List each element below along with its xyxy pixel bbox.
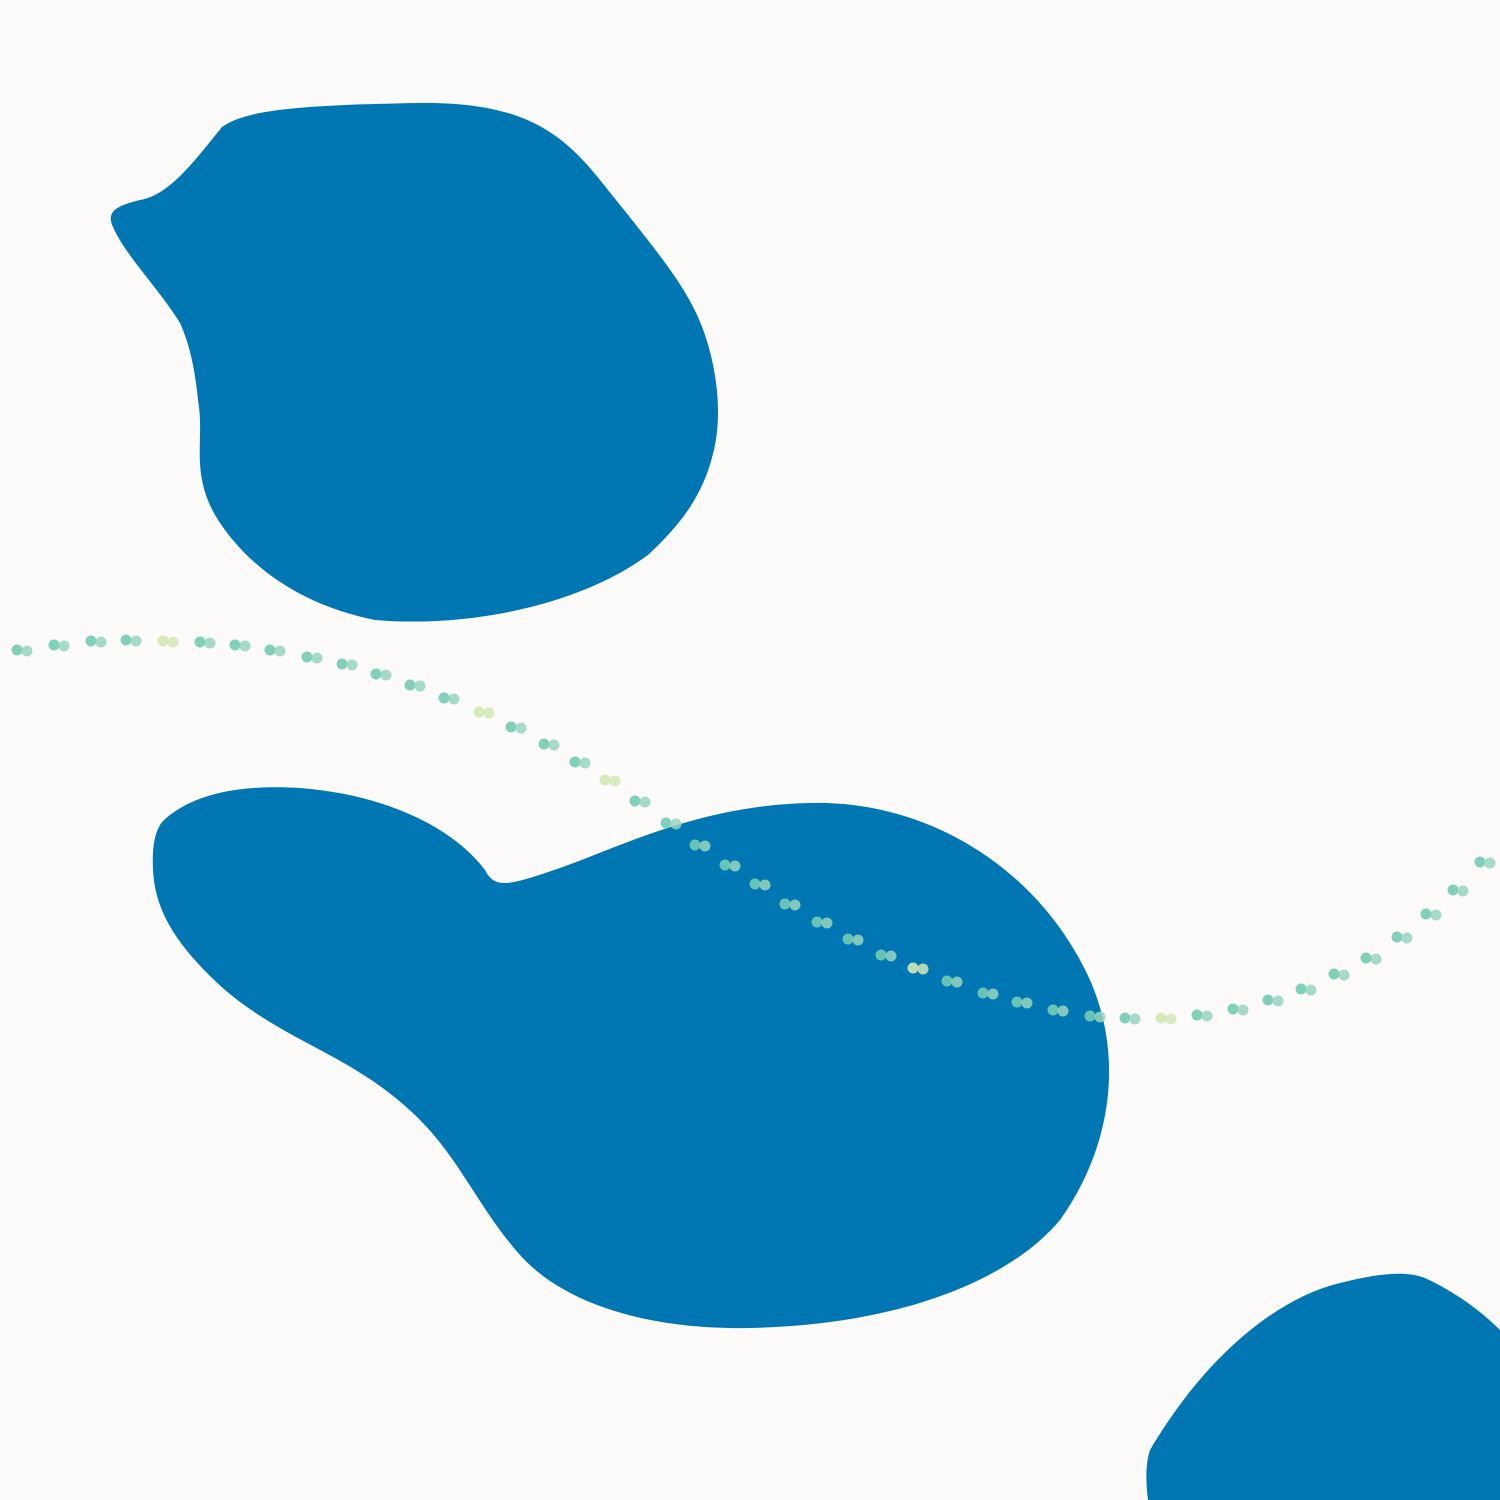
wave-dot: [130, 635, 142, 647]
wave-dot: [370, 668, 382, 680]
wave-dot: [274, 645, 286, 657]
wave-dot: [380, 669, 392, 681]
wave-dot: [1420, 908, 1432, 920]
wave-dot: [311, 652, 323, 664]
wave-dot: [977, 987, 989, 999]
wave-dot: [414, 680, 426, 692]
blob-bottom-right: [1146, 1273, 1500, 1500]
wave-dot: [699, 840, 711, 852]
dotted-wave: [11, 634, 1496, 1025]
wave-dot: [1191, 1009, 1203, 1021]
wave-dot: [1201, 1010, 1213, 1022]
wave-dot: [1237, 1004, 1249, 1016]
wave-dot: [1430, 909, 1442, 921]
wave-dot: [448, 693, 460, 705]
wave-dot: [875, 949, 887, 961]
wave-dot: [779, 898, 791, 910]
wave-dot: [1084, 1010, 1096, 1022]
wave-dot: [538, 738, 550, 750]
wave-dot: [336, 658, 348, 670]
wave-dot: [1129, 1013, 1141, 1025]
wave-dot: [157, 635, 169, 647]
wave-dot: [987, 988, 999, 1000]
wave-dot: [670, 818, 682, 830]
wave-dot: [749, 878, 761, 890]
wave-dot: [599, 774, 611, 786]
wave-dot: [264, 644, 276, 656]
wave-dot: [48, 639, 60, 651]
wave-dot: [1262, 994, 1274, 1006]
blob-center: [152, 787, 1110, 1329]
wave-dot: [1370, 953, 1382, 965]
wave-dot: [1391, 931, 1403, 943]
wave-dot: [852, 934, 864, 946]
wave-dot: [1484, 857, 1496, 869]
wave-dot: [301, 651, 313, 663]
wave-dot: [629, 795, 641, 807]
wave-dot: [917, 963, 929, 975]
wave-dot: [95, 636, 107, 648]
wave-dot: [204, 637, 216, 649]
wave-dot: [639, 796, 651, 808]
wave-dot: [483, 707, 495, 719]
wave-dot: [1295, 983, 1307, 995]
wave-dot: [907, 962, 919, 974]
wave-dot: [548, 739, 560, 751]
wave-dot: [167, 636, 179, 648]
blob-top-left: [110, 102, 718, 622]
wave-dot: [404, 679, 416, 691]
wave-dot: [1227, 1003, 1239, 1015]
wave-dot: [1155, 1012, 1167, 1024]
wave-dot: [11, 644, 23, 656]
wave-dot: [21, 645, 33, 657]
wave-dot: [1011, 996, 1023, 1008]
wave-dot: [1057, 1005, 1069, 1017]
wave-dot: [515, 722, 527, 734]
wave-dot: [120, 634, 132, 646]
wave-dot: [1360, 952, 1372, 964]
wave-dot: [1305, 984, 1317, 996]
wave-dot: [1338, 969, 1350, 981]
wave-dot: [239, 640, 251, 652]
wave-dot: [579, 757, 591, 769]
wave-dot: [1328, 968, 1340, 980]
wave-dot: [1272, 995, 1284, 1007]
wave-dot: [346, 659, 358, 671]
wave-dot: [609, 775, 621, 787]
wave-dot: [660, 817, 672, 829]
wave-dot: [1047, 1004, 1059, 1016]
wave-dot: [58, 640, 70, 652]
wave-dot: [821, 917, 833, 929]
wave-dot: [789, 899, 801, 911]
wave-dot: [951, 976, 963, 988]
wave-dot: [473, 706, 485, 718]
wave-dot: [229, 639, 241, 651]
wave-dot: [842, 933, 854, 945]
wave-dot: [1094, 1011, 1106, 1023]
wave-dot: [1457, 885, 1469, 897]
wave-dot: [1165, 1013, 1177, 1025]
wave-dot: [941, 975, 953, 987]
wave-dot: [505, 721, 517, 733]
wave-dot: [1447, 884, 1459, 896]
wave-dot: [194, 636, 206, 648]
wave-dot: [569, 756, 581, 768]
wave-dot: [759, 879, 771, 891]
wave-dot: [1474, 856, 1486, 868]
wave-dot: [729, 860, 741, 872]
wave-dot: [885, 950, 897, 962]
wave-dot: [689, 839, 701, 851]
wave-dot: [1021, 997, 1033, 1009]
wave-dot: [1119, 1012, 1131, 1024]
wave-dot: [85, 635, 97, 647]
wave-dot: [811, 916, 823, 928]
wave-dot: [719, 859, 731, 871]
wave-dot: [438, 692, 450, 704]
wave-dot: [1401, 932, 1413, 944]
